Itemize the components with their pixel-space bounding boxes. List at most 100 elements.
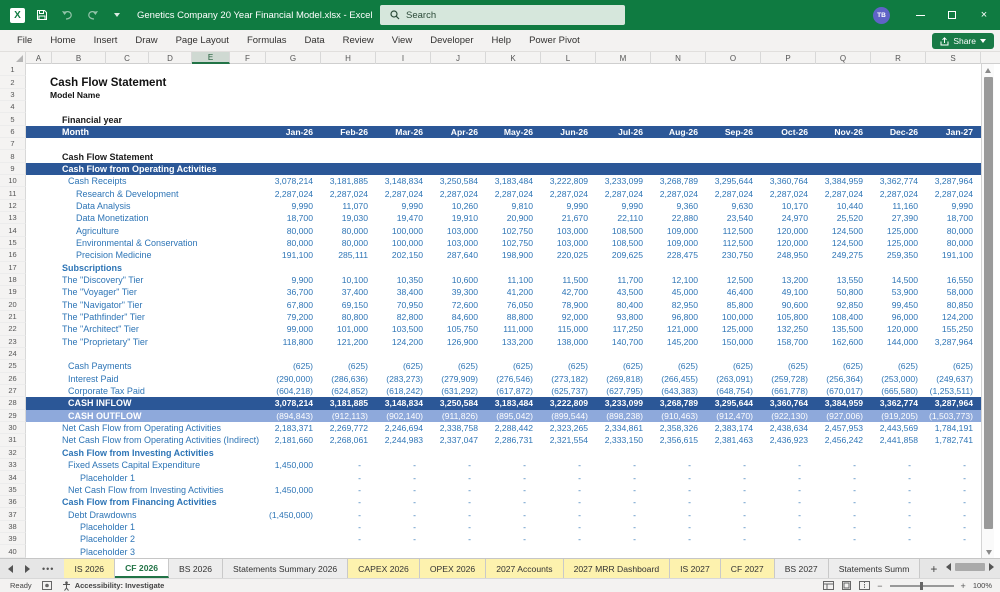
column-header-P[interactable]: P <box>761 52 816 64</box>
cell[interactable]: (627,795) <box>596 385 651 397</box>
cell[interactable]: 39,300 <box>431 286 486 298</box>
cell[interactable]: 249,275 <box>816 249 871 261</box>
cell[interactable]: - <box>596 509 651 521</box>
cell[interactable]: - <box>431 521 486 533</box>
cell[interactable]: 3,233,099 <box>596 175 651 187</box>
row-9[interactable]: Cash Flow from Operating Activities <box>26 163 981 175</box>
cell[interactable]: Mar-26 <box>376 126 431 138</box>
cell[interactable]: (259,728) <box>761 373 816 385</box>
row-header-39[interactable]: 39 <box>0 533 26 545</box>
menu-file[interactable]: File <box>8 30 41 52</box>
cell[interactable]: 11,100 <box>486 274 541 286</box>
cell[interactable]: (625) <box>541 360 596 372</box>
cell[interactable]: (279,909) <box>431 373 486 385</box>
new-sheet-button[interactable]: + <box>930 559 937 579</box>
cell[interactable]: 9,990 <box>541 200 596 212</box>
cell[interactable]: Sep-26 <box>706 126 761 138</box>
cell[interactable]: 22,880 <box>651 212 706 224</box>
cell[interactable]: (625) <box>596 360 651 372</box>
close-button[interactable]: × <box>968 0 1000 30</box>
cell[interactable]: 80,400 <box>596 299 651 311</box>
cell[interactable]: (283,273) <box>376 373 431 385</box>
cell[interactable]: 10,350 <box>376 274 431 286</box>
scroll-left-icon[interactable] <box>946 563 951 571</box>
cell[interactable]: 1,782,741 <box>926 434 981 446</box>
cell[interactable]: 21,670 <box>541 212 596 224</box>
cell[interactable]: 3,233,099 <box>596 397 651 409</box>
cell[interactable]: 23,540 <box>706 212 761 224</box>
row-header-27[interactable]: 27 <box>0 385 26 397</box>
cell[interactable]: 96,000 <box>871 311 926 323</box>
cell[interactable]: - <box>651 484 706 496</box>
cell[interactable]: - <box>321 484 376 496</box>
column-header-J[interactable]: J <box>431 52 486 64</box>
cell[interactable]: 133,200 <box>486 336 541 348</box>
cell[interactable]: (625) <box>761 360 816 372</box>
cell[interactable]: 162,600 <box>816 336 871 348</box>
cell[interactable]: Nov-26 <box>816 126 871 138</box>
cell[interactable]: 158,700 <box>761 336 816 348</box>
cell[interactable]: (661,778) <box>761 385 816 397</box>
cell[interactable]: 82,800 <box>376 311 431 323</box>
row-25[interactable]: Cash Payments(625)(625)(625)(625)(625)(6… <box>26 360 981 372</box>
cell[interactable]: 11,700 <box>596 274 651 286</box>
row-21[interactable]: The "Pathfinder" Tier79,20080,80082,8008… <box>26 311 981 323</box>
cell[interactable]: - <box>816 496 871 508</box>
cell[interactable]: 3,362,774 <box>871 397 926 409</box>
column-header-L[interactable]: L <box>541 52 596 64</box>
cell[interactable]: 120,000 <box>761 225 816 237</box>
cell[interactable]: 80,000 <box>926 225 981 237</box>
cell[interactable]: 2,441,858 <box>871 434 926 446</box>
cell[interactable]: (648,754) <box>706 385 761 397</box>
cell[interactable]: - <box>596 472 651 484</box>
cell[interactable]: 2,288,442 <box>486 422 541 434</box>
cell[interactable]: (625) <box>926 360 981 372</box>
cell[interactable]: - <box>651 459 706 471</box>
cell[interactable]: - <box>761 521 816 533</box>
cell[interactable]: 82,950 <box>651 299 706 311</box>
cell[interactable]: (625) <box>651 360 706 372</box>
cell[interactable]: (911,826) <box>431 410 486 422</box>
cell[interactable]: - <box>761 484 816 496</box>
cell[interactable]: 103,000 <box>541 237 596 249</box>
row-39[interactable]: Placeholder 2------------ <box>26 533 981 545</box>
cell[interactable]: - <box>816 459 871 471</box>
row-header-29[interactable]: 29 <box>0 410 26 422</box>
cell[interactable]: 118,800 <box>266 336 321 348</box>
cell[interactable]: 99,000 <box>266 323 321 335</box>
cell[interactable] <box>266 521 321 533</box>
cell[interactable]: 2,183,371 <box>266 422 321 434</box>
cell[interactable]: - <box>431 509 486 521</box>
cell[interactable]: 102,750 <box>486 225 541 237</box>
cell[interactable]: - <box>926 459 981 471</box>
cell[interactable]: (625) <box>321 360 376 372</box>
cell[interactable]: (643,383) <box>651 385 706 397</box>
sheet-tab-bs-2027[interactable]: BS 2027 <box>775 559 829 578</box>
cell[interactable]: 9,360 <box>651 200 706 212</box>
cell[interactable]: 3,268,789 <box>651 397 706 409</box>
cell[interactable]: 2,181,660 <box>266 434 321 446</box>
menu-help[interactable]: Help <box>483 30 521 52</box>
row-36[interactable]: Cash Flow from Financing Activities-----… <box>26 496 981 508</box>
menu-formulas[interactable]: Formulas <box>238 30 296 52</box>
column-header-Q[interactable]: Q <box>816 52 871 64</box>
row-15[interactable]: Environmental & Conservation80,00080,000… <box>26 237 981 249</box>
minimize-button[interactable] <box>904 0 936 30</box>
cell[interactable]: 22,110 <box>596 212 651 224</box>
cell[interactable]: - <box>321 521 376 533</box>
cell[interactable]: 121,000 <box>651 323 706 335</box>
cell[interactable]: - <box>541 459 596 471</box>
row-13[interactable]: Data Monetization18,70019,03019,47019,91… <box>26 212 981 224</box>
cell[interactable]: - <box>871 484 926 496</box>
vertical-scrollbar[interactable] <box>981 64 994 558</box>
cell[interactable]: - <box>541 472 596 484</box>
cell[interactable]: - <box>926 509 981 521</box>
cell[interactable]: (625) <box>706 360 761 372</box>
horizontal-scrollbar[interactable] <box>946 563 994 571</box>
cell[interactable]: 18,700 <box>926 212 981 224</box>
cell[interactable]: 53,900 <box>871 286 926 298</box>
cell[interactable]: Jan-26 <box>266 126 321 138</box>
cell[interactable]: 2,337,047 <box>431 434 486 446</box>
select-all-corner[interactable] <box>0 52 26 64</box>
cell[interactable]: 138,000 <box>541 336 596 348</box>
